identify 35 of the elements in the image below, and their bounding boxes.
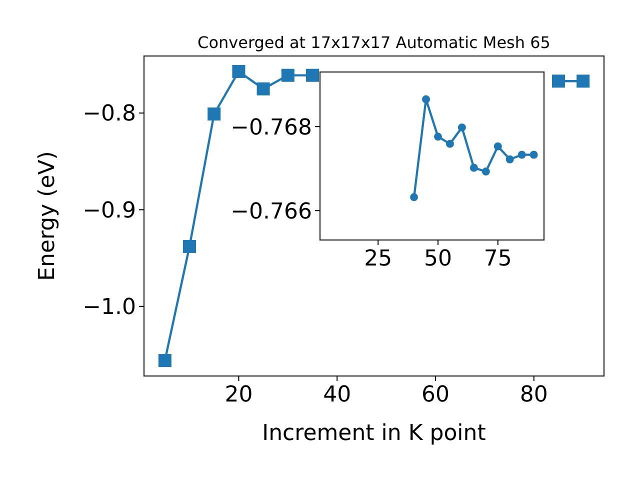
point [494, 142, 502, 150]
point [183, 240, 196, 253]
point [306, 68, 320, 82]
point [552, 74, 565, 88]
x-tick-label: 20 [224, 382, 253, 408]
x-axis-title: Increment in K point [262, 421, 486, 446]
point [446, 140, 454, 148]
x-tick-label: 40 [323, 382, 352, 408]
chart-title: Converged at 17x17x17 Automatic Mesh 65 [198, 33, 550, 52]
point [530, 150, 538, 159]
point [232, 64, 246, 78]
y-tick-label: −1.0 [82, 295, 136, 320]
point [208, 108, 221, 121]
point [422, 95, 430, 104]
x-tick-label: 50 [424, 246, 452, 272]
y-tick-label: −0.9 [82, 198, 136, 224]
point [482, 168, 490, 176]
x-tick-label: 25 [364, 246, 392, 272]
point [458, 123, 466, 132]
y-tick-label: −0.768 [230, 115, 312, 140]
x-tick-label: 60 [421, 382, 450, 408]
y-axis-title: Energy (eV) [35, 151, 60, 281]
point [410, 193, 418, 202]
point [158, 354, 172, 368]
point [518, 150, 526, 159]
x-tick-label: 80 [520, 382, 548, 408]
y-tick-label: −0.766 [230, 199, 312, 224]
point [470, 164, 478, 172]
point [281, 68, 294, 82]
x-tick-label: 75 [484, 246, 512, 272]
point [256, 82, 270, 96]
y-tick-label: −0.8 [82, 102, 136, 127]
point [576, 74, 590, 88]
point [434, 132, 442, 141]
point [506, 155, 514, 164]
